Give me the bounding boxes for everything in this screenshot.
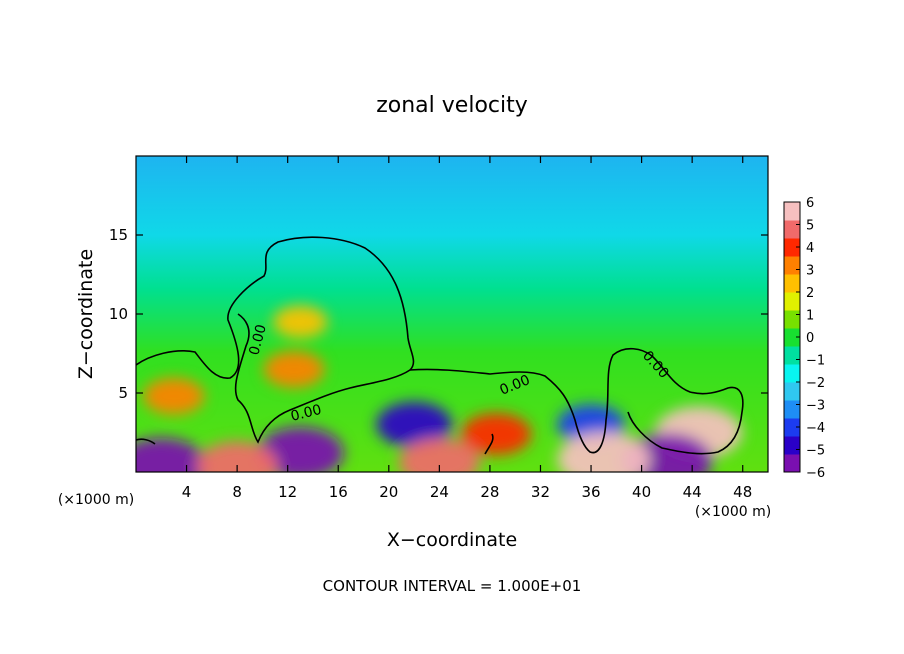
colorbar-tick-label: 0 xyxy=(806,331,814,346)
contour-interval-note: CONTOUR INTERVAL = 1.000E+01 xyxy=(323,577,582,595)
colorbar-tick-label: 3 xyxy=(806,264,814,279)
colorbar-swatch xyxy=(784,328,800,347)
colorbar-swatch xyxy=(784,346,800,365)
feature-positive-surface-1 xyxy=(196,441,278,472)
feature-positive-core-left xyxy=(143,377,205,415)
feature-negative-core-22 xyxy=(376,401,452,448)
chart-title: zonal velocity xyxy=(376,93,528,118)
colorbar-swatch xyxy=(784,436,800,455)
colorbar-tick-label: 5 xyxy=(806,219,814,234)
x-tick-label: 32 xyxy=(531,483,550,501)
colorbar-swatch xyxy=(784,310,800,329)
x-axis: 4 8 12 16 20 24 28 32 36 40 44 48 xyxy=(182,156,752,501)
colorbar-swatch xyxy=(784,274,800,293)
zero-contours xyxy=(136,236,744,455)
feature-positive-core-mid xyxy=(263,351,325,388)
colorbar-swatch xyxy=(784,238,800,257)
contour-label-1: 0.00 xyxy=(246,323,270,357)
x-tick-label: 40 xyxy=(632,483,651,501)
x-tick-label: 28 xyxy=(480,483,499,501)
feature-positive-surface-3 xyxy=(557,431,650,472)
feature-negative-surface-1 xyxy=(136,437,208,472)
colorbar-swatch xyxy=(784,364,800,383)
y-tick-label: 15 xyxy=(109,226,128,244)
feature-positive-surface-2 xyxy=(398,438,480,472)
colorbar-swatch xyxy=(784,292,800,311)
colorbar-swatch xyxy=(784,256,800,275)
colorbar-swatch xyxy=(784,382,800,401)
colorbar-swatch xyxy=(784,400,800,419)
x-tick-label: 48 xyxy=(733,483,752,501)
colorbar-tick-label: −4 xyxy=(806,421,825,436)
plot-area: 0.00 0.00 0.00 0.00 xyxy=(136,156,768,472)
x-tick-label: 20 xyxy=(379,483,398,501)
colorbar-tick-label: 1 xyxy=(806,309,814,324)
colorbar-swatch xyxy=(784,202,800,221)
colorbar-tick-label: 2 xyxy=(806,286,814,301)
x-tick-label: 12 xyxy=(278,483,297,501)
colorbar-tick-label: −1 xyxy=(806,354,825,369)
colorbar-tick-label: −3 xyxy=(806,399,825,414)
colorbar-tick-label: 6 xyxy=(806,196,814,211)
colorbar-swatch xyxy=(784,220,800,239)
x-tick-label: 36 xyxy=(581,483,600,501)
x-tick-label: 16 xyxy=(329,483,348,501)
y-tick-label: 10 xyxy=(109,305,128,323)
colorbar-swatch xyxy=(784,454,800,473)
feature-positive-core-28 xyxy=(461,413,532,456)
y-tick-label: 5 xyxy=(118,384,128,402)
x-tick-label: 8 xyxy=(232,483,242,501)
colorbar: 6 5 4 3 2 1 0 −1 −2 −3 −4 −5 −6 xyxy=(783,196,825,481)
colorbar-swatch xyxy=(784,418,800,437)
colorbar-tick-label: 4 xyxy=(806,241,814,256)
x-unit-label-left: (×1000 m) xyxy=(58,492,134,508)
x-tick-label: 24 xyxy=(430,483,449,501)
feature-positive-core-upper xyxy=(273,305,328,339)
x-axis-label: X−coordinate xyxy=(387,529,517,551)
colorbar-tick-label: −2 xyxy=(806,376,825,391)
contour-label-2: 0.00 xyxy=(289,402,323,425)
x-tick-label: 4 xyxy=(182,483,192,501)
colorbar-tick-label: −5 xyxy=(806,444,825,459)
x-tick-label: 44 xyxy=(683,483,702,501)
feature-negative-surface-2 xyxy=(256,426,344,472)
y-axis: 5 10 15 xyxy=(109,226,768,402)
x-unit-label-right: (×1000 m) xyxy=(695,504,771,520)
colorbar-tick-label: −6 xyxy=(806,466,825,481)
y-axis-label: Z−coordinate xyxy=(75,249,97,379)
